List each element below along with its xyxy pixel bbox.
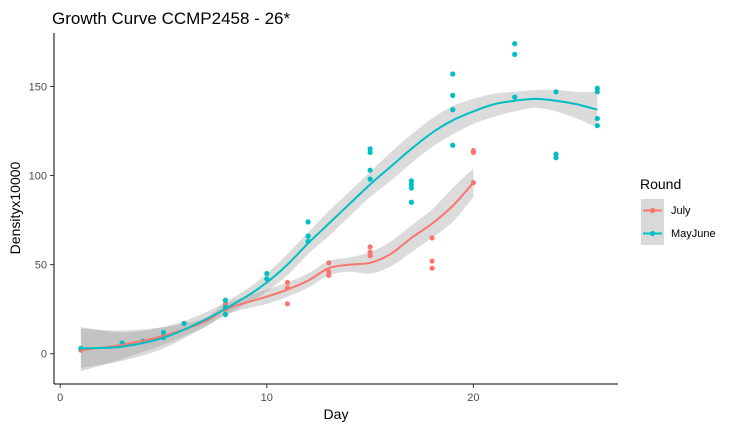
data-point	[284, 301, 291, 307]
data-point	[408, 185, 415, 191]
data-point	[450, 92, 456, 98]
data-point	[594, 89, 600, 95]
x-axis-title: Day	[324, 406, 349, 422]
y-tick-label: 0	[41, 349, 47, 361]
legend-item: MayJune	[641, 222, 716, 245]
legend-items: July MayJune	[641, 199, 716, 245]
data-point	[367, 146, 373, 152]
data-point	[326, 260, 332, 266]
data-point	[450, 71, 456, 77]
data-point	[450, 107, 456, 113]
data-point	[408, 181, 415, 188]
y-tick-label: 100	[29, 171, 47, 183]
data-point	[594, 85, 600, 91]
data-point	[512, 51, 518, 57]
y-axis-title: Densityx10000	[7, 161, 23, 254]
data-point	[367, 176, 373, 182]
data-point	[429, 265, 435, 271]
x-ticks: 0 10 20	[57, 384, 480, 404]
legend-label: MayJune	[671, 228, 716, 240]
data-point	[160, 329, 167, 335]
legend: Round July MayJune	[640, 176, 716, 245]
data-point	[284, 279, 291, 286]
data-point	[553, 151, 559, 157]
data-point	[305, 233, 311, 239]
confidence-band-1	[80, 89, 598, 368]
data-point	[222, 297, 229, 303]
data-point	[222, 311, 229, 318]
data-point	[470, 147, 476, 154]
legend-key-point	[649, 207, 656, 214]
x-tick-label: 10	[261, 392, 273, 404]
legend-label: July	[671, 205, 691, 217]
data-point	[408, 178, 415, 184]
y-tick-label: 50	[35, 260, 47, 272]
y-ticks: 0 50 100 150	[29, 81, 54, 361]
axes	[53, 33, 618, 385]
legend-key-point	[649, 230, 656, 237]
data-point	[367, 149, 373, 155]
data-point	[429, 235, 435, 241]
x-tick-label: 0	[57, 392, 63, 404]
data-point	[326, 272, 332, 278]
data-point	[512, 41, 518, 47]
data-point	[305, 219, 311, 225]
data-point	[553, 155, 559, 161]
data-point	[326, 269, 332, 275]
legend-title: Round	[640, 176, 681, 192]
plot-area	[78, 41, 600, 372]
confidence-band-0	[80, 168, 474, 372]
data-point	[512, 94, 518, 100]
data-point	[181, 320, 187, 327]
data-point	[553, 89, 559, 95]
trend-line-1	[80, 97, 598, 350]
data-point	[429, 258, 435, 264]
data-point	[222, 301, 229, 307]
data-point	[264, 270, 270, 277]
data-point	[367, 249, 373, 255]
data-point	[367, 167, 373, 173]
data-point	[367, 253, 373, 259]
data-point	[408, 199, 415, 205]
data-point	[594, 123, 600, 129]
data-point	[594, 115, 600, 122]
y-tick-label: 150	[29, 81, 47, 93]
chart-title: Growth Curve CCMP2458 - 26*	[52, 9, 290, 28]
data-point	[367, 244, 373, 250]
legend-item: July	[641, 199, 691, 222]
x-tick-label: 20	[467, 392, 479, 404]
data-point	[450, 142, 456, 148]
